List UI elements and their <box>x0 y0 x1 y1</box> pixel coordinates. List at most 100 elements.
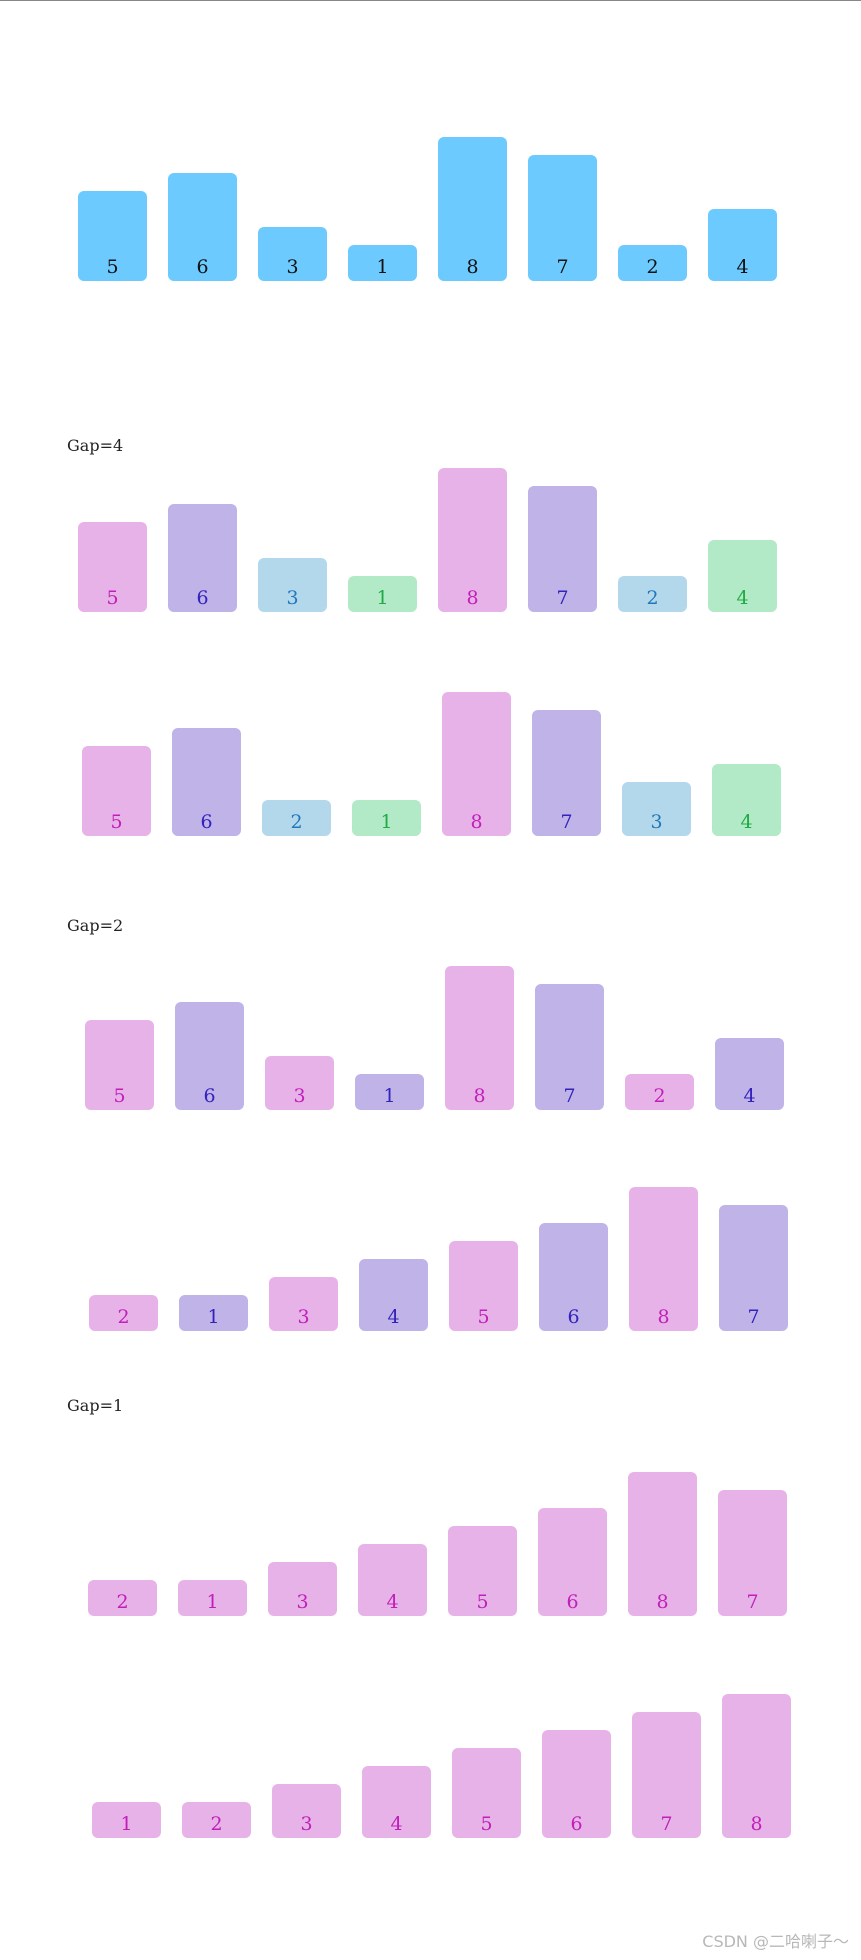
value-bar: 2 <box>88 1580 157 1616</box>
bar-value-label: 2 <box>653 1085 666 1107</box>
value-bar: 7 <box>528 155 597 281</box>
bar-value-label: 3 <box>293 1085 306 1107</box>
value-bar: 1 <box>352 800 421 836</box>
value-bar: 2 <box>618 576 687 612</box>
bar-value-label: 5 <box>113 1085 126 1107</box>
value-bar: 3 <box>622 782 691 836</box>
bar-value-label: 8 <box>750 1813 763 1835</box>
bar-value-label: 7 <box>563 1085 576 1107</box>
value-bar: 8 <box>438 468 507 612</box>
bar-value-label: 4 <box>386 1591 399 1613</box>
value-bar: 8 <box>722 1694 791 1838</box>
value-bar: 6 <box>175 1002 244 1110</box>
bar-value-label: 7 <box>560 811 573 833</box>
bar-value-label: 3 <box>297 1306 310 1328</box>
bar-value-label: 3 <box>296 1591 309 1613</box>
value-bar: 1 <box>178 1580 247 1616</box>
bar-value-label: 3 <box>300 1813 313 1835</box>
gap-label: Gap=1 <box>67 1396 124 1415</box>
bar-value-label: 7 <box>746 1591 759 1613</box>
value-bar: 1 <box>348 245 417 281</box>
value-bar: 4 <box>712 764 781 836</box>
bar-value-label: 3 <box>650 811 663 833</box>
value-bar: 4 <box>715 1038 784 1110</box>
value-bar: 6 <box>168 504 237 612</box>
gap-label: Gap=4 <box>67 436 124 455</box>
bar-value-label: 2 <box>290 811 303 833</box>
bar-value-label: 7 <box>556 587 569 609</box>
value-bar: 8 <box>442 692 511 836</box>
bar-value-label: 1 <box>120 1813 133 1835</box>
value-bar: 8 <box>438 137 507 281</box>
value-bar: 6 <box>168 173 237 281</box>
value-bar: 3 <box>265 1056 334 1110</box>
value-bar: 3 <box>269 1277 338 1331</box>
value-bar: 3 <box>268 1562 337 1616</box>
bar-value-label: 2 <box>210 1813 223 1835</box>
bar-value-label: 1 <box>376 256 389 278</box>
value-bar: 4 <box>708 209 777 281</box>
bar-value-label: 4 <box>736 587 749 609</box>
value-bar: 1 <box>92 1802 161 1838</box>
value-bar: 3 <box>272 1784 341 1838</box>
value-bar: 5 <box>449 1241 518 1331</box>
value-bar: 4 <box>708 540 777 612</box>
value-bar: 4 <box>362 1766 431 1838</box>
value-bar: 2 <box>89 1295 158 1331</box>
bar-value-label: 4 <box>736 256 749 278</box>
value-bar: 1 <box>348 576 417 612</box>
value-bar: 5 <box>78 191 147 281</box>
bar-value-label: 5 <box>477 1306 490 1328</box>
bar-value-label: 6 <box>196 256 209 278</box>
value-bar: 3 <box>258 227 327 281</box>
bar-value-label: 6 <box>566 1591 579 1613</box>
value-bar: 5 <box>448 1526 517 1616</box>
value-bar: 5 <box>85 1020 154 1110</box>
value-bar: 2 <box>182 1802 251 1838</box>
value-bar: 8 <box>445 966 514 1110</box>
value-bar: 8 <box>628 1472 697 1616</box>
value-bar: 4 <box>359 1259 428 1331</box>
bar-value-label: 7 <box>660 1813 673 1835</box>
value-bar: 6 <box>539 1223 608 1331</box>
value-bar: 7 <box>535 984 604 1110</box>
bar-value-label: 5 <box>480 1813 493 1835</box>
value-bar: 8 <box>629 1187 698 1331</box>
value-bar: 2 <box>618 245 687 281</box>
bar-value-label: 5 <box>476 1591 489 1613</box>
value-bar: 6 <box>538 1508 607 1616</box>
bar-value-label: 8 <box>466 256 479 278</box>
bar-value-label: 4 <box>743 1085 756 1107</box>
bar-value-label: 3 <box>286 587 299 609</box>
bar-value-label: 6 <box>203 1085 216 1107</box>
bar-value-label: 1 <box>206 1591 219 1613</box>
value-bar: 5 <box>82 746 151 836</box>
bar-value-label: 8 <box>657 1306 670 1328</box>
bar-value-label: 4 <box>387 1306 400 1328</box>
bar-value-label: 6 <box>200 811 213 833</box>
value-bar: 7 <box>632 1712 701 1838</box>
top-border-line <box>0 0 861 1</box>
bar-value-label: 1 <box>376 587 389 609</box>
value-bar: 2 <box>625 1074 694 1110</box>
bar-value-label: 1 <box>383 1085 396 1107</box>
value-bar: 4 <box>358 1544 427 1616</box>
bar-value-label: 6 <box>196 587 209 609</box>
value-bar: 2 <box>262 800 331 836</box>
bar-value-label: 1 <box>207 1306 220 1328</box>
bar-value-label: 8 <box>473 1085 486 1107</box>
value-bar: 1 <box>179 1295 248 1331</box>
value-bar: 3 <box>258 558 327 612</box>
bar-value-label: 8 <box>466 587 479 609</box>
value-bar: 7 <box>719 1205 788 1331</box>
value-bar: 7 <box>718 1490 787 1616</box>
bar-value-label: 5 <box>110 811 123 833</box>
bar-value-label: 6 <box>570 1813 583 1835</box>
bar-value-label: 5 <box>106 587 119 609</box>
bar-value-label: 7 <box>747 1306 760 1328</box>
bar-value-label: 2 <box>646 587 659 609</box>
value-bar: 6 <box>172 728 241 836</box>
bar-value-label: 2 <box>117 1306 130 1328</box>
value-bar: 5 <box>78 522 147 612</box>
watermark: CSDN @二哈喇子～ <box>702 1932 849 1951</box>
